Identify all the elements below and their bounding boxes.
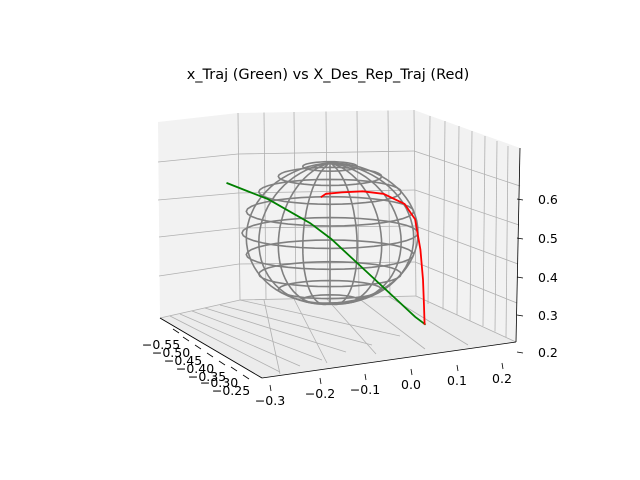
- y-tick-mark: [501, 362, 504, 370]
- x-des-rep-traj-red-line: [320, 190, 426, 325]
- z-tick-label: 0.3: [538, 308, 558, 323]
- grid-line: [413, 109, 417, 297]
- x-tick-label: −0.25: [212, 383, 250, 398]
- x-tick-mark: [230, 366, 238, 372]
- sphere-meridian: [277, 162, 331, 305]
- grid-line: [157, 150, 415, 163]
- grid-line: [414, 261, 518, 304]
- grid-line: [179, 313, 301, 367]
- grid-line: [204, 307, 347, 353]
- z-tick-mark: [516, 276, 524, 279]
- z-tick-label: 0.6: [538, 192, 558, 207]
- tick-labels: −0.55−0.50−0.45−0.40−0.35−0.30−0.25 −0.3 −…: [142, 192, 558, 408]
- z-tick-mark: [516, 198, 524, 201]
- sphere-meridian: [329, 162, 383, 305]
- grid-line: [219, 304, 373, 346]
- grid-line: [413, 150, 521, 187]
- sphere-latitude-ring: [245, 239, 415, 271]
- x-tick-label: −0.50: [152, 345, 190, 360]
- y-tick-mark: [364, 373, 367, 381]
- left-pane: [158, 113, 240, 318]
- sphere-latitude-ring: [241, 216, 419, 250]
- sphere-latitude-ring: [301, 160, 358, 173]
- x-tick-mark: [182, 336, 190, 342]
- x-axis-line: [159, 317, 263, 379]
- sphere-meridian: [245, 162, 331, 304]
- grid-line: [494, 140, 498, 332]
- right-pane: [414, 110, 520, 342]
- grid-line: [356, 110, 360, 298]
- sphere-meridian: [329, 162, 359, 306]
- y-tick-mark: [269, 384, 272, 392]
- y-tick-label: −0.3: [255, 393, 285, 408]
- z-tick-label: 0.4: [538, 270, 558, 285]
- grid-line: [356, 296, 426, 350]
- y-tick-label: 0.1: [447, 373, 467, 388]
- y-tick-label: −0.2: [305, 386, 335, 401]
- x-tick-mark: [206, 352, 214, 358]
- grid-line: [442, 120, 446, 310]
- z-tick-mark: [516, 351, 524, 354]
- grid-line: [415, 295, 517, 343]
- x-tick-label: −0.40: [176, 361, 214, 376]
- x-tick-label: −0.30: [200, 375, 238, 390]
- grid-line: [414, 189, 520, 226]
- grid-line: [263, 299, 281, 375]
- sphere-wireframe: [241, 160, 419, 306]
- y-tick-label: 0.2: [492, 371, 512, 386]
- x-tick-label: −0.55: [142, 337, 180, 352]
- y-axis-line: [261, 341, 517, 379]
- sphere-latitude-ring: [277, 279, 383, 300]
- z-axis-line: [515, 147, 521, 343]
- y-tick-mark: [410, 368, 413, 376]
- chart-title: x_Traj (Green) vs X_Des_Rep_Traj (Red): [187, 67, 470, 83]
- y-tick-label: −0.1: [350, 382, 380, 397]
- x-tick-mark: [242, 374, 250, 380]
- grid-line: [482, 135, 486, 327]
- trajectories: [226, 182, 427, 326]
- grid-line: [293, 298, 328, 364]
- grid-line: [427, 115, 431, 305]
- y-tick-mark: [319, 377, 322, 385]
- x-tick-mark: [218, 360, 226, 366]
- sphere-meridian: [329, 162, 403, 305]
- grid-line: [169, 315, 281, 373]
- y-tick-mark: [456, 364, 459, 372]
- x-tick-mark: [194, 344, 202, 350]
- sphere-latitude-ring: [245, 195, 415, 227]
- z-tick-mark: [516, 237, 524, 240]
- sphere-meridian: [301, 162, 331, 306]
- grid-line: [191, 310, 323, 361]
- grid-line: [325, 297, 377, 355]
- y-tick-label: 0.0: [401, 377, 421, 392]
- z-tick-label: 0.2: [538, 345, 558, 360]
- axes: [159, 147, 521, 379]
- x-tick-label: −0.35: [188, 369, 226, 384]
- floor-pane: [160, 296, 516, 378]
- grid-line: [237, 112, 241, 301]
- z-tick-mark: [516, 314, 524, 317]
- sphere-latitude-ring: [257, 178, 402, 206]
- z-tick-label: 0.5: [538, 231, 558, 246]
- x-traj-green-line: [226, 182, 427, 326]
- grid-line: [414, 225, 519, 265]
- grid-line: [387, 110, 391, 298]
- grid-line: [239, 299, 401, 337]
- grid-line: [456, 125, 460, 316]
- grid-line: [469, 130, 473, 321]
- x-tick-mark: [172, 328, 180, 334]
- sphere-meridian: [329, 162, 415, 304]
- grid-line: [505, 145, 509, 338]
- x-tick-label: −0.45: [164, 353, 202, 368]
